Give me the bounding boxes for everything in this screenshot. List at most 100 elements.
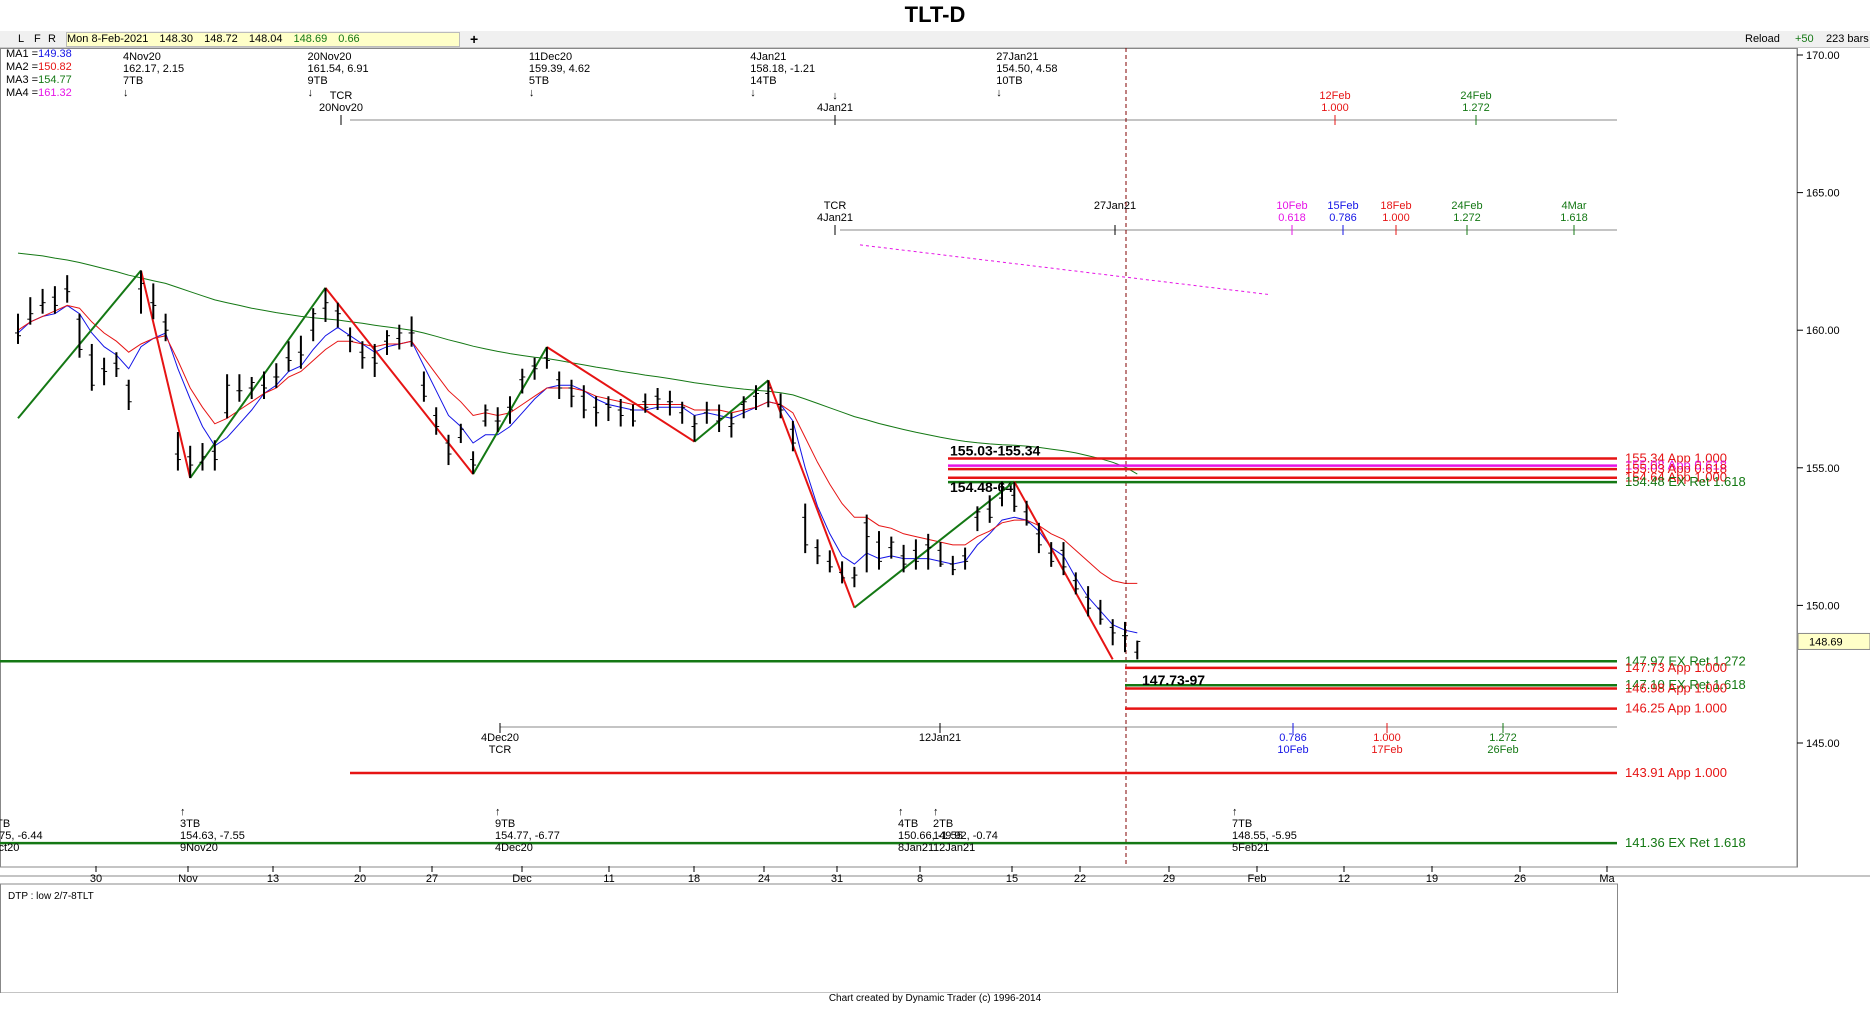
price-bar	[15, 313, 21, 344]
button-r[interactable]: R	[48, 33, 56, 45]
ma-legend-item: MA1 =149.38	[6, 48, 72, 61]
swing-label: 10TB	[996, 75, 1022, 87]
price-bar	[580, 385, 587, 419]
time-projection-label: 1.000	[1373, 732, 1401, 744]
time-projection-label: 24Feb	[1460, 90, 1491, 102]
plus-bars-button[interactable]: +50	[1795, 33, 1814, 45]
indicator-note: DTP : low 2/7-8TLT	[8, 891, 94, 902]
price-bar	[261, 371, 267, 399]
ma-legend-item: MA3 =154.77	[6, 74, 72, 87]
quote-close: 148.69	[293, 33, 328, 45]
price-bar	[384, 330, 390, 355]
price-bar	[642, 393, 649, 413]
price-bar	[863, 514, 870, 573]
quote-open: 148.30	[159, 33, 194, 45]
swing-label: 14TB	[750, 75, 776, 87]
swing-low-label: 2TB	[933, 818, 953, 830]
time-projection-label: 12Feb	[1319, 90, 1350, 102]
price-bar	[679, 401, 686, 424]
button-f[interactable]: F	[34, 33, 41, 45]
time-projection-label: 1.272	[1462, 102, 1490, 114]
price-bar	[101, 357, 108, 386]
price-bar	[654, 387, 661, 411]
price-zone-label: 155.03-155.34	[950, 442, 1041, 458]
time-anchor-label: ↓	[832, 90, 838, 102]
crosshair-icon[interactable]: +	[470, 31, 479, 47]
price-bar	[765, 380, 772, 408]
price-bar	[876, 531, 882, 570]
time-projection-label: 10Feb	[1277, 744, 1308, 756]
quote-change: 0.66	[338, 33, 360, 45]
chart-title: TLT-D	[904, 2, 966, 27]
swing-low-label: 154.77, -6.77	[495, 830, 560, 842]
swing-low-label: 150.66, -1.55	[898, 830, 963, 842]
swing-line-green	[853, 480, 1015, 609]
time-projection-label: 0.786	[1279, 732, 1307, 744]
price-bar	[925, 533, 932, 570]
time-anchor-label: 20Nov20	[319, 102, 363, 114]
swing-label: ↓	[996, 87, 1002, 99]
price-bar	[359, 341, 366, 369]
y-tick-label: 170.00	[1806, 50, 1840, 62]
price-bar	[691, 415, 698, 442]
button-l[interactable]: L	[18, 33, 25, 45]
price-bar	[445, 434, 452, 466]
price-bar	[753, 385, 759, 411]
bar-count: 223 bars	[1826, 33, 1869, 45]
price-bar	[568, 379, 575, 408]
quote-box: Mon 8-Feb-2021 148.30 148.72 148.04 148.…	[66, 32, 460, 47]
swing-low-label: 149.92, -0.74	[933, 830, 998, 842]
price-level-label: 146.98 App 1.000	[1625, 681, 1727, 696]
x-tick-label: 15	[1006, 873, 1018, 885]
x-tick-label: 11	[603, 873, 614, 885]
swing-low-label: 6.75, -6.44	[0, 830, 43, 842]
price-bar	[1122, 621, 1128, 653]
price-bar	[962, 547, 969, 570]
x-tick-label: 24	[758, 873, 770, 885]
price-bar	[888, 536, 895, 559]
x-tick-label: 20	[354, 873, 366, 885]
price-bar	[27, 297, 34, 325]
quote-low: 148.04	[248, 33, 283, 45]
price-bar	[531, 357, 538, 380]
time-projection-label: 1.272	[1489, 732, 1517, 744]
ma-legend-value: 149.38	[38, 48, 72, 60]
price-bar	[51, 286, 58, 314]
x-tick-label: 31	[831, 873, 843, 885]
x-tick-label: Ma	[1599, 873, 1615, 885]
price-level-label: 154.48 EX Ret 1.618	[1625, 474, 1746, 489]
price-bar	[593, 396, 600, 427]
price-bar	[507, 396, 513, 424]
indicator-pane-frame	[0, 883, 1618, 993]
time-projection-label: 1.000	[1321, 102, 1349, 114]
swing-label: 5TB	[529, 75, 549, 87]
price-bar	[248, 376, 255, 399]
price-level-label: 147.73 App 1.000	[1625, 660, 1727, 675]
swing-low-label: 3TB	[0, 818, 10, 830]
time-projection-label: 0.618	[1278, 212, 1306, 224]
price-chart[interactable]: 170.00 165.00 160.00 155.00 150.00 145.00 148.…	[0, 48, 1870, 993]
reload-button[interactable]: Reload	[1745, 33, 1780, 45]
price-bar	[949, 555, 956, 576]
swing-low-label: 12Jan21	[933, 842, 975, 854]
price-bar	[39, 288, 46, 314]
swing-label: 159.39, 4.62	[529, 63, 590, 75]
price-bar	[543, 346, 550, 369]
time-projection-label: 4Mar	[1561, 200, 1586, 212]
price-bar	[187, 445, 194, 478]
toolbar: L F R Mon 8-Feb-2021 148.30 148.72 148.0…	[0, 31, 1870, 48]
price-bar	[703, 401, 710, 424]
price-bar	[630, 404, 636, 427]
footer-credit: Chart created by Dynamic Trader (c) 1996…	[828, 993, 1042, 1004]
swing-low-label: 9TB	[495, 818, 515, 830]
time-projection-label: 26Feb	[1487, 744, 1518, 756]
price-level-label: 141.36 EX Ret 1.618	[1625, 835, 1746, 850]
price-bar	[519, 368, 526, 394]
swing-line-red	[767, 379, 856, 608]
swing-low-label: ↑	[495, 806, 501, 818]
swing-label: 158.18, -1.21	[750, 63, 815, 75]
price-bar	[273, 363, 280, 388]
price-zone-label: 154.48-64	[950, 479, 1013, 495]
swing-line-green	[189, 287, 327, 479]
price-level-label: 143.91 App 1.000	[1625, 765, 1727, 780]
